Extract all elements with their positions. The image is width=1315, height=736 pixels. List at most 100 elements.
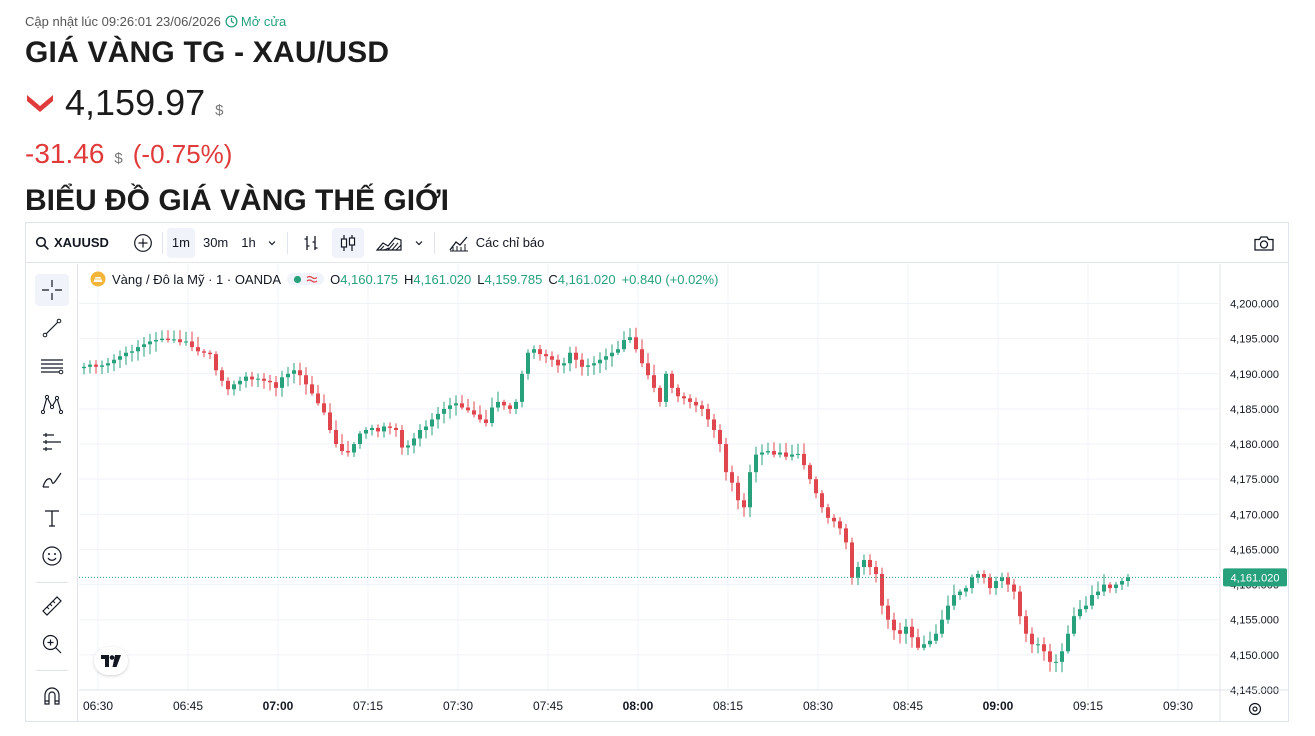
emoji-tool[interactable] — [35, 540, 69, 572]
candle-body — [496, 401, 500, 408]
candle-body — [922, 644, 926, 648]
delayed-data-icon — [306, 275, 318, 283]
legend-symbol-name: Vàng / Đô la Mỹ · 1 · OANDA — [112, 271, 282, 287]
candle-body — [316, 393, 320, 404]
forecast-icon — [43, 433, 61, 451]
candle-body — [484, 419, 488, 423]
candle-body — [790, 454, 794, 457]
pattern-tool[interactable] — [35, 388, 69, 420]
candle-body — [592, 363, 596, 366]
candle-body — [178, 339, 182, 343]
x-tick-label: 06:45 — [173, 699, 203, 713]
settings-icon[interactable] — [1248, 702, 1262, 716]
camera-icon — [1254, 235, 1274, 251]
symbol-search-button[interactable]: XAUUSD — [26, 228, 114, 258]
candle-body — [844, 528, 848, 543]
candle-body — [706, 408, 710, 420]
interval-30m[interactable]: 30m — [202, 235, 229, 250]
candle-body — [220, 370, 224, 381]
candle-body — [964, 588, 968, 592]
candle-body — [460, 403, 464, 408]
tradingview-logo[interactable] — [94, 647, 128, 675]
candle-body — [898, 630, 902, 634]
candle-body — [478, 414, 482, 420]
y-tick-label: 4,175.000 — [1230, 474, 1279, 486]
text-tool[interactable] — [35, 502, 69, 534]
candle-body — [1012, 584, 1016, 592]
candle-body — [244, 376, 248, 381]
candle-body — [250, 376, 254, 380]
crosshair-tool[interactable] — [35, 274, 69, 306]
candle-body — [472, 410, 476, 415]
y-tick-label: 4,150.000 — [1230, 650, 1279, 662]
candle-body — [154, 340, 158, 342]
candle-body — [550, 356, 554, 360]
x-tick-label: 08:45 — [893, 699, 923, 713]
candle-body — [232, 384, 236, 390]
compare-button[interactable] — [128, 228, 158, 258]
candle-body — [1030, 633, 1034, 645]
candle-body — [280, 377, 284, 388]
candle-body — [1090, 595, 1094, 606]
candle-body — [532, 349, 536, 353]
chart-toolbar: XAUUSD 1m 30m 1h Các chỉ báo — [26, 223, 1288, 263]
candle-body — [298, 370, 302, 376]
candle-body — [136, 347, 140, 352]
candle-body — [1096, 591, 1100, 596]
crosshair-icon — [42, 280, 62, 300]
indicators-icon — [449, 236, 468, 251]
candle-body — [736, 482, 740, 501]
bars-icon — [304, 235, 318, 250]
candle-body — [760, 452, 764, 455]
candle-body — [568, 352, 572, 364]
candle-body — [748, 472, 752, 508]
candle-body — [862, 559, 866, 567]
candle-body — [724, 444, 728, 473]
candle-body — [976, 574, 980, 578]
magnet-icon — [44, 687, 60, 705]
forecast-tool[interactable] — [35, 426, 69, 458]
bars-style-button[interactable] — [296, 228, 326, 258]
candle-body — [1102, 584, 1106, 592]
indicators-button[interactable]: Các chỉ báo — [443, 228, 550, 258]
interval-1m[interactable]: 1m — [166, 227, 195, 258]
current-price: 4,159.97 — [65, 82, 206, 123]
symbol-label: XAUUSD — [54, 235, 109, 250]
candle-body — [148, 341, 152, 345]
zoom-tool[interactable] — [35, 628, 69, 660]
drawing-toolbar — [26, 264, 78, 721]
candle-body — [370, 427, 374, 430]
candle-body — [310, 384, 314, 394]
candlestick-chart[interactable]: 06:30 06:45 07:00 07:15 07:30 07:45 08:00 08:15… — [79, 264, 1289, 721]
fib-tool[interactable] — [35, 350, 69, 382]
area-style-button[interactable] — [370, 228, 408, 258]
candle-body — [916, 637, 920, 648]
plus-circle-icon — [134, 233, 152, 252]
candle-body — [742, 500, 746, 508]
chevron-down-icon — [27, 95, 53, 112]
brush-icon — [42, 472, 62, 488]
y-tick-label: 4,170.000 — [1230, 509, 1279, 521]
legend-status[interactable] — [287, 273, 325, 285]
brush-tool[interactable] — [35, 464, 69, 496]
candle-body — [490, 407, 494, 423]
y-tick-label: 4,145.000 — [1230, 685, 1279, 697]
candle-body — [910, 626, 914, 638]
snapshot-button[interactable] — [1248, 228, 1280, 258]
trend-line-tool[interactable] — [35, 312, 69, 344]
candle-body — [580, 359, 584, 367]
candle-body — [994, 581, 998, 589]
magnet-tool[interactable] — [35, 680, 69, 712]
measure-tool[interactable] — [35, 590, 69, 622]
candle-body — [802, 453, 806, 466]
candle-body — [886, 605, 890, 620]
candle-body — [634, 337, 638, 350]
tool-divider — [36, 582, 68, 583]
candle-body — [274, 382, 278, 388]
candle-body — [436, 413, 440, 420]
interval-1h[interactable]: 1h — [241, 235, 256, 250]
interval-dropdown[interactable] — [261, 228, 283, 258]
candles-style-button[interactable] — [331, 227, 364, 258]
chart-style-dropdown[interactable] — [408, 228, 430, 258]
candle-body — [1072, 616, 1076, 634]
